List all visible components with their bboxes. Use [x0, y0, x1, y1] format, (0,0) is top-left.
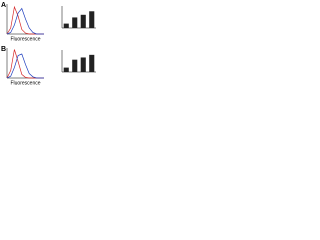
- bar: [63, 67, 69, 72]
- axis: [6, 48, 44, 79]
- histogram-line: [6, 5, 44, 35]
- panel-label: B: [1, 46, 6, 53]
- bar: [80, 57, 86, 72]
- bar: [80, 14, 86, 28]
- x-axis-label: Fluorescence: [10, 36, 40, 42]
- histogram-line: [6, 53, 44, 79]
- bar: [63, 23, 69, 28]
- x-axis-label: Fluorescence: [10, 80, 40, 86]
- figure: A B Fluorescence Fluorescence: [1, 2, 96, 86]
- page: {"panels": ["A", "B"], "chart_data": [ {…: [0, 0, 100, 88]
- bar: [89, 11, 95, 29]
- bar: [72, 59, 78, 72]
- histogram-line: [6, 7, 44, 35]
- panel-label: A: [1, 2, 6, 9]
- bar: [72, 17, 78, 28]
- bar: [89, 54, 95, 72]
